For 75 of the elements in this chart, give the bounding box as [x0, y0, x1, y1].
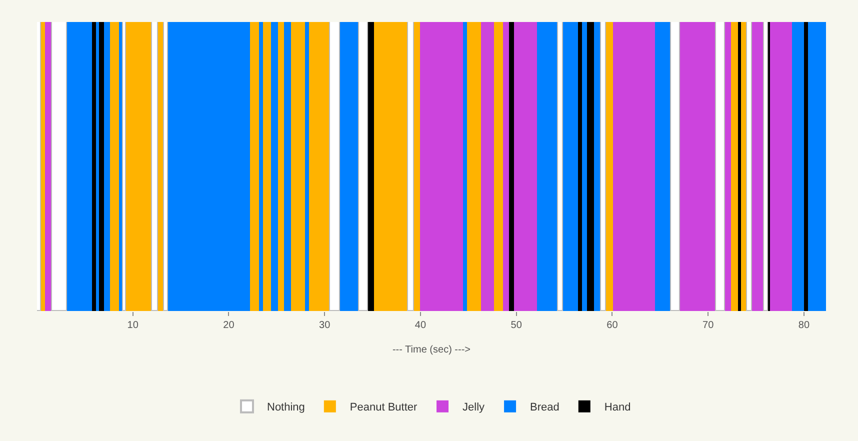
- bar: [374, 22, 408, 311]
- bar: [259, 22, 263, 311]
- bar: [715, 22, 725, 311]
- bar: [41, 22, 45, 311]
- bar: [481, 22, 494, 311]
- bar: [503, 22, 509, 311]
- bar: [99, 22, 104, 311]
- bar: [557, 22, 563, 311]
- bar: [770, 22, 792, 311]
- bar: [606, 22, 613, 311]
- bar: [358, 22, 368, 311]
- x-tick-label: 30: [319, 320, 331, 331]
- bar: [514, 22, 537, 311]
- bar: [582, 22, 587, 311]
- x-axis-title: --- Time (sec) --->: [392, 344, 471, 356]
- bar: [368, 22, 374, 311]
- bar: [725, 22, 731, 311]
- legend-label: Hand: [604, 402, 631, 414]
- bar: [420, 22, 463, 311]
- bar: [537, 22, 558, 311]
- bar: [804, 22, 808, 311]
- legend-label: Peanut Butter: [350, 402, 418, 414]
- bar: [731, 22, 738, 311]
- bar: [263, 22, 271, 311]
- bar: [92, 22, 96, 311]
- x-tick-label: 20: [223, 320, 235, 331]
- bar: [763, 22, 768, 311]
- bar: [467, 22, 481, 311]
- bar: [291, 22, 305, 311]
- bar: [305, 22, 309, 311]
- bar: [340, 22, 359, 311]
- bar: [494, 22, 503, 311]
- bar: [738, 22, 741, 311]
- x-tick-label: 60: [606, 320, 618, 331]
- bar: [670, 22, 680, 311]
- bar: [463, 22, 467, 311]
- bar: [407, 22, 414, 311]
- bar: [151, 22, 158, 311]
- bar: [271, 22, 278, 311]
- x-tick-label: 70: [702, 320, 714, 331]
- bar: [37, 22, 41, 311]
- bar: [509, 22, 514, 311]
- bar: [163, 22, 168, 311]
- bar: [250, 22, 259, 311]
- bar: [329, 22, 340, 311]
- bar: [752, 22, 764, 311]
- x-tick-label: 10: [127, 320, 139, 331]
- bar: [578, 22, 582, 311]
- bar: [168, 22, 250, 311]
- bar: [600, 22, 606, 311]
- bar: [110, 22, 119, 311]
- bar: [96, 22, 99, 311]
- bar: [808, 22, 826, 311]
- bar: [51, 22, 67, 311]
- legend-label: Nothing: [267, 402, 305, 414]
- bar: [680, 22, 716, 311]
- bar: [613, 22, 655, 311]
- legend-label: Bread: [530, 402, 560, 414]
- bar: [309, 22, 330, 311]
- bar: [414, 22, 420, 311]
- bar: [278, 22, 284, 311]
- bar: [655, 22, 671, 311]
- bar: [284, 22, 291, 311]
- bar: [67, 22, 92, 311]
- x-tick-label: 40: [414, 320, 426, 331]
- bar: [126, 22, 152, 311]
- x-tick-label: 80: [798, 320, 810, 331]
- x-tick-label: 50: [510, 320, 522, 331]
- bar: [563, 22, 578, 311]
- bar: [746, 22, 752, 311]
- bar: [792, 22, 804, 311]
- bar: [587, 22, 594, 311]
- bar: [122, 22, 126, 311]
- bar: [104, 22, 110, 311]
- legend-label: Jelly: [462, 402, 486, 414]
